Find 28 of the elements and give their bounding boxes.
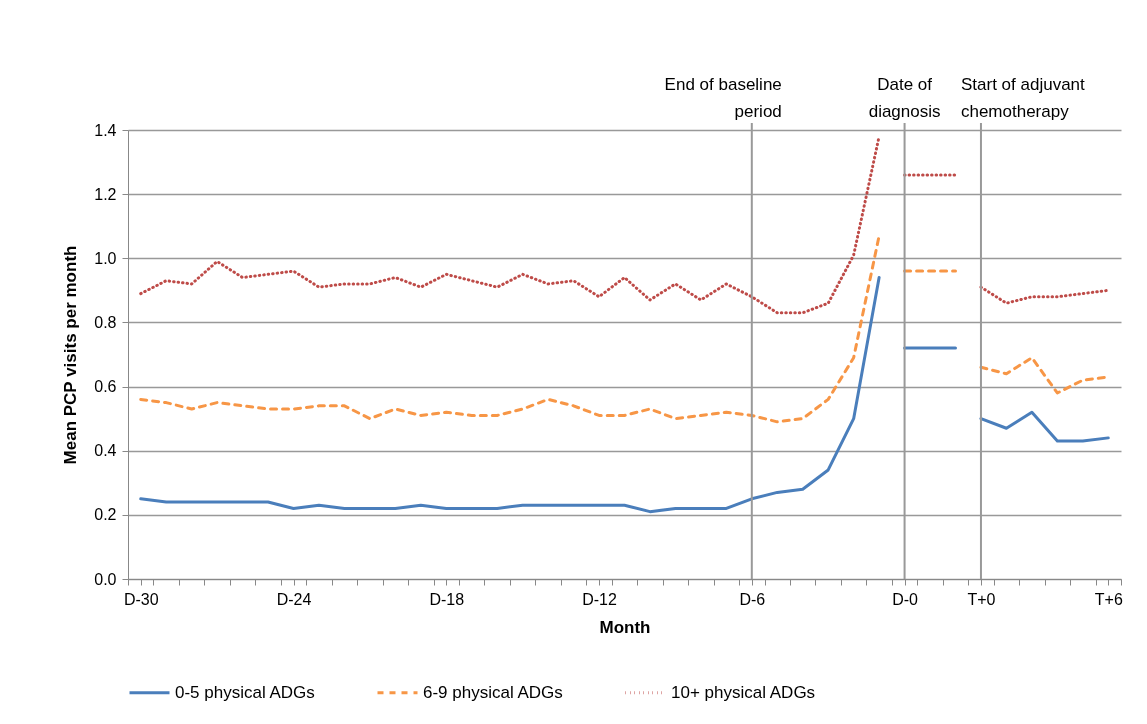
x-tick-label: D-0 [892,590,919,608]
x-tick-label: D-12 [582,590,617,608]
legend-label: 10+ physical ADGs [671,682,816,702]
y-tick-label: 0.6 [94,378,117,396]
ref-line-label: Date of diagnosis [868,75,941,121]
legend-label: 6-9 physical ADGs [423,682,563,702]
y-tick-label: 0.0 [94,570,117,588]
y-tick-label: 0.2 [94,506,117,524]
ref-line-label: End of baseline period [664,75,782,121]
y-axis-title: Mean PCP visits per month [61,245,81,465]
line-series [139,276,881,514]
x-tick-label: D-30 [123,590,159,608]
y-tick-label: 1.0 [94,249,117,267]
y-tick-label: 1.2 [94,185,117,203]
y-tick-label: 0.4 [94,442,117,460]
x-axis-title: Month [599,617,651,637]
line-series [979,285,1110,305]
y-tick-label: 0.8 [94,313,117,331]
x-tick-label: D-18 [429,590,465,608]
x-tick-label: T+0 [967,590,996,608]
line-series [979,410,1110,443]
x-tick-label: T+6 [1094,590,1123,608]
ref-line-label: Start of adjuvant chemotherapy [960,75,1086,121]
x-tick-label: D-6 [739,590,766,608]
y-tick-label: 1.4 [94,121,117,139]
line-series [139,234,881,424]
legend-label: 0-5 physical ADGs [175,682,315,702]
x-tick-label: D-24 [276,590,312,608]
